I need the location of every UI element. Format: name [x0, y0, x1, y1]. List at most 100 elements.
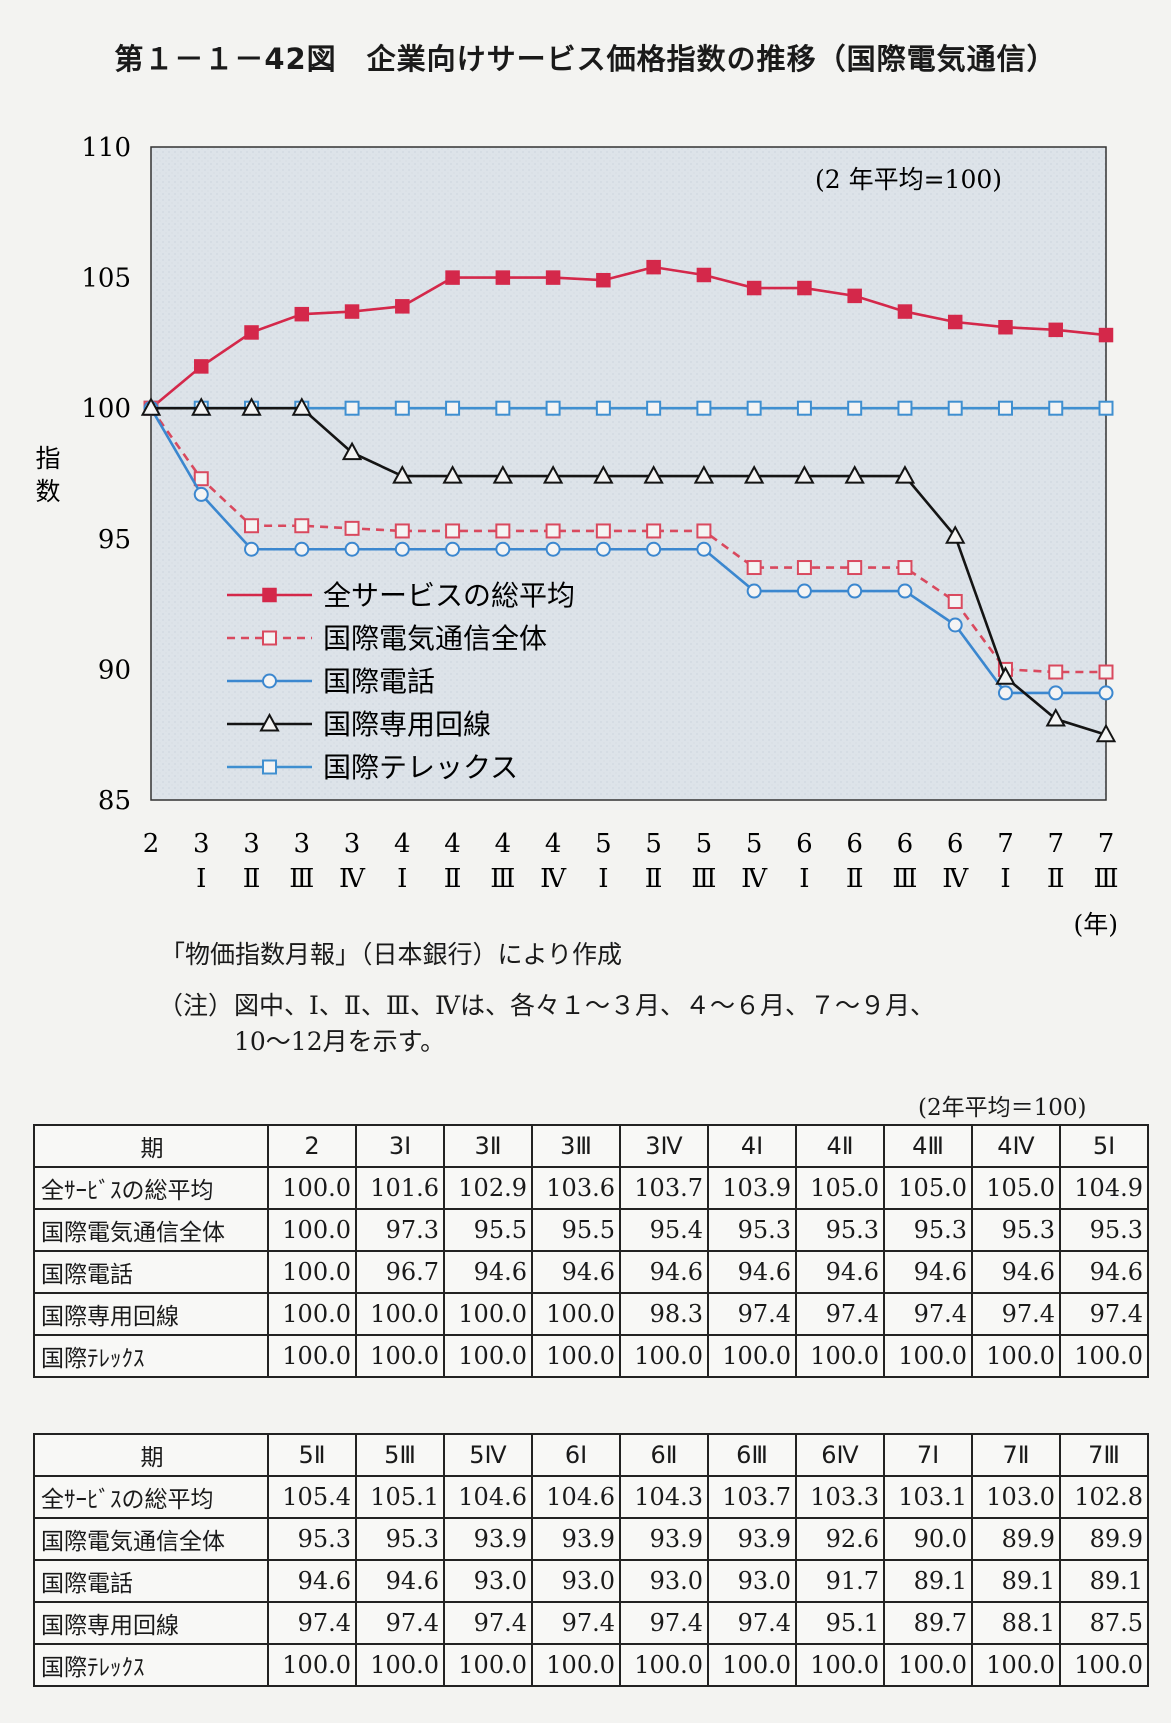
- value-cell: 94.6: [355, 1559, 445, 1603]
- value-cell: 94.6: [971, 1250, 1061, 1294]
- value-cell: 100.0: [355, 1334, 445, 1378]
- x-tick-year: 6: [947, 829, 964, 859]
- data-point: [997, 685, 1013, 701]
- data-point: [294, 306, 310, 322]
- x-tick-quarter: Ⅱ: [846, 864, 864, 894]
- x-tick-quarter: Ⅱ: [645, 864, 663, 894]
- series-line: [149, 407, 1106, 674]
- x-tick-quarter: Ⅱ: [1047, 864, 1065, 894]
- data-point: [193, 471, 209, 487]
- y-tick-label: 100: [81, 394, 131, 424]
- data-point: [646, 541, 662, 557]
- value-cell: 88.1: [971, 1601, 1061, 1645]
- value-cell: 89.1: [1059, 1559, 1149, 1603]
- data-point: [1098, 664, 1114, 680]
- data-point: [244, 518, 260, 534]
- data-point: [445, 400, 461, 416]
- value-cell: 97.4: [443, 1601, 533, 1645]
- value-cell: 93.0: [619, 1559, 709, 1603]
- value-cell: 97.4: [883, 1292, 973, 1336]
- row-label: 国際専用回線: [33, 1292, 269, 1336]
- value-cell: 102.9: [443, 1166, 533, 1210]
- value-cell: 100.0: [267, 1334, 357, 1378]
- data-point: [394, 523, 410, 539]
- period-header: 期: [33, 1124, 269, 1168]
- row-label: 国際電話: [33, 1250, 269, 1294]
- value-cell: 100.0: [531, 1334, 621, 1378]
- value-cell: 100.0: [707, 1643, 797, 1687]
- data-point: [344, 304, 360, 319]
- data-point: [392, 465, 413, 484]
- data-point: [545, 400, 561, 416]
- x-tick-quarter: Ⅲ: [289, 864, 314, 894]
- legend-marker: [262, 630, 277, 646]
- data-point: [1098, 685, 1114, 701]
- data-point: [746, 280, 762, 296]
- data-table-1: 期 2 3Ⅰ 3Ⅱ 3Ⅲ 3Ⅳ 4Ⅰ 4Ⅱ 4Ⅲ 4Ⅳ 5Ⅰ 全ｻｰﾋﾞｽの総平均 100.0 101.6…: [33, 1124, 1149, 1378]
- value-cell: 100.0: [619, 1643, 709, 1687]
- value-cell: 94.6: [795, 1250, 885, 1294]
- period-cell: 3Ⅳ: [619, 1124, 709, 1168]
- value-cell: 100.0: [267, 1208, 357, 1252]
- data-point: [1048, 400, 1064, 416]
- value-cell: 95.3: [1059, 1208, 1149, 1252]
- data-point: [947, 400, 963, 416]
- value-cell: 93.9: [531, 1517, 621, 1561]
- value-cell: 94.6: [707, 1250, 797, 1294]
- data-point: [294, 541, 310, 557]
- y-tick-label: 110: [81, 133, 131, 163]
- row-label: 国際電話: [33, 1559, 269, 1603]
- data-point: [743, 465, 765, 484]
- value-cell: 97.4: [355, 1601, 445, 1645]
- legend-marker: [262, 759, 277, 775]
- value-cell: 93.9: [707, 1517, 797, 1561]
- data-point: [596, 272, 611, 288]
- data-point: [693, 465, 715, 484]
- index-base-annotation: (2 年平均=100): [815, 165, 1002, 194]
- period-cell: 6Ⅲ: [707, 1433, 797, 1477]
- value-cell: 103.6: [531, 1166, 621, 1210]
- value-cell: 100.0: [267, 1250, 357, 1294]
- data-point: [796, 560, 812, 576]
- series-layer: [140, 259, 1117, 743]
- data-point: [894, 465, 916, 484]
- y-tick-label: 95: [98, 525, 131, 555]
- x-tick-year: 4: [444, 829, 461, 859]
- legend-label: 国際テレックス: [323, 751, 518, 784]
- x-tick-quarter: Ⅱ: [444, 864, 462, 894]
- row-label: 国際電気通信全体: [33, 1208, 269, 1252]
- legend-label: 国際電話: [323, 665, 435, 698]
- legend-label: 全サービスの総平均: [323, 579, 575, 612]
- data-point: [140, 397, 162, 416]
- x-tick-quarter: Ⅱ: [243, 864, 261, 894]
- value-cell: 105.0: [883, 1166, 973, 1210]
- x-tick-year: 3: [193, 829, 210, 859]
- data-point: [746, 583, 762, 599]
- value-cell: 95.3: [883, 1208, 973, 1252]
- row-label: 国際ﾃﾚｯｸｽ: [33, 1334, 269, 1378]
- x-tick-year: 4: [545, 829, 562, 859]
- period-cell: 4Ⅱ: [795, 1124, 885, 1168]
- data-point: [495, 270, 511, 285]
- table-row: 全ｻｰﾋﾞｽの総平均 105.4 105.1 104.6 104.6 104.3 103.7…: [33, 1475, 1149, 1519]
- row-label: 全ｻｰﾋﾞｽの総平均: [33, 1475, 269, 1519]
- period-cell: 7Ⅲ: [1059, 1433, 1149, 1477]
- value-cell: 94.6: [531, 1250, 621, 1294]
- value-cell: 104.6: [443, 1475, 533, 1519]
- value-cell: 103.0: [971, 1475, 1061, 1519]
- value-cell: 101.6: [355, 1166, 445, 1210]
- data-point: [291, 397, 312, 416]
- period-cell: 3Ⅰ: [355, 1124, 445, 1168]
- value-cell: 94.6: [1059, 1250, 1149, 1294]
- value-cell: 95.3: [971, 1208, 1061, 1252]
- x-tick-quarter: Ⅲ: [691, 864, 716, 894]
- x-tick-quarter: Ⅲ: [892, 864, 917, 894]
- footnote-line2: 10～12月を示す。: [234, 1027, 446, 1056]
- x-tick-year: 7: [1098, 829, 1115, 859]
- data-point: [193, 486, 209, 502]
- row-label: 全ｻｰﾋﾞｽの総平均: [33, 1166, 269, 1210]
- x-tick-year: 3: [344, 829, 361, 859]
- value-cell: 93.9: [619, 1517, 709, 1561]
- value-cell: 100.0: [795, 1334, 885, 1378]
